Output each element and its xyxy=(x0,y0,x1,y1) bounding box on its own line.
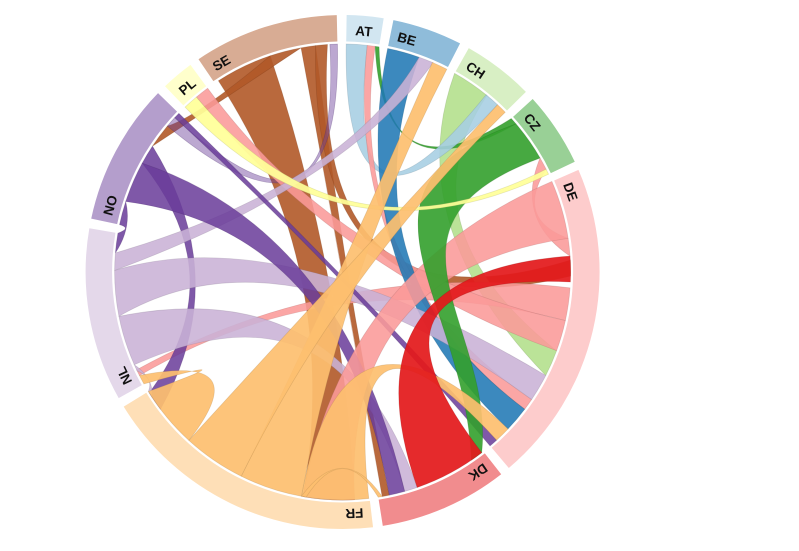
svg-text:AT: AT xyxy=(355,23,374,39)
svg-text:NL: NL xyxy=(114,364,135,387)
svg-text:FR: FR xyxy=(345,505,364,521)
svg-text:NO: NO xyxy=(100,194,120,218)
svg-text:BE: BE xyxy=(396,29,418,48)
svg-text:DE: DE xyxy=(560,180,580,203)
